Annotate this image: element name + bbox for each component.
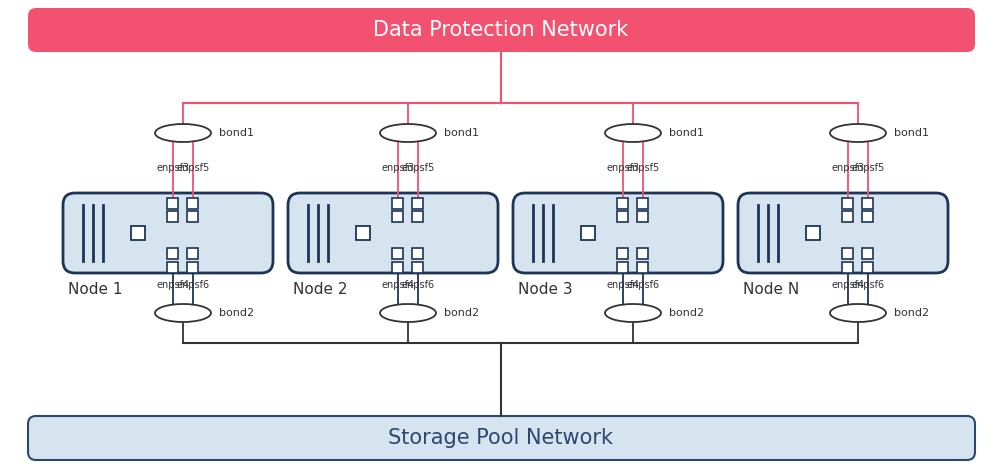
- Bar: [167, 247, 178, 259]
- Bar: [617, 262, 628, 272]
- Text: enpsf3: enpsf3: [831, 163, 864, 173]
- Bar: [862, 198, 873, 209]
- Bar: [806, 226, 820, 240]
- Bar: [842, 262, 853, 272]
- Bar: [637, 198, 648, 209]
- Ellipse shape: [830, 124, 885, 142]
- Text: enpsf5: enpsf5: [626, 163, 659, 173]
- Text: bond2: bond2: [668, 308, 703, 318]
- Bar: [392, 262, 403, 272]
- Bar: [637, 211, 648, 222]
- Bar: [187, 211, 198, 222]
- Bar: [356, 226, 370, 240]
- Text: Node 1: Node 1: [68, 281, 122, 297]
- Bar: [412, 262, 423, 272]
- Bar: [187, 198, 198, 209]
- Ellipse shape: [380, 124, 436, 142]
- Bar: [412, 247, 423, 259]
- Bar: [617, 198, 628, 209]
- Text: enpsf6: enpsf6: [401, 280, 434, 290]
- Text: enpsf4: enpsf4: [831, 280, 864, 290]
- Text: Data Protection Network: Data Protection Network: [373, 20, 628, 40]
- Ellipse shape: [604, 124, 660, 142]
- Bar: [842, 198, 853, 209]
- Text: enpsf4: enpsf4: [381, 280, 414, 290]
- Bar: [842, 211, 853, 222]
- FancyBboxPatch shape: [63, 193, 273, 273]
- Text: bond2: bond2: [893, 308, 928, 318]
- Bar: [617, 211, 628, 222]
- Text: enpsf3: enpsf3: [606, 163, 639, 173]
- Text: Storage Pool Network: Storage Pool Network: [388, 428, 613, 448]
- Bar: [637, 247, 648, 259]
- Text: enpsf3: enpsf3: [381, 163, 414, 173]
- Bar: [862, 247, 873, 259]
- Bar: [637, 262, 648, 272]
- Text: bond1: bond1: [893, 128, 928, 138]
- Text: bond2: bond2: [218, 308, 254, 318]
- Bar: [187, 247, 198, 259]
- Bar: [187, 262, 198, 272]
- Ellipse shape: [380, 304, 436, 322]
- Bar: [167, 211, 178, 222]
- Text: enpsf5: enpsf5: [851, 163, 884, 173]
- Bar: [412, 198, 423, 209]
- Text: enpsf6: enpsf6: [626, 280, 659, 290]
- Bar: [392, 198, 403, 209]
- FancyBboxPatch shape: [512, 193, 722, 273]
- Bar: [392, 211, 403, 222]
- Bar: [392, 247, 403, 259]
- Text: bond1: bond1: [668, 128, 703, 138]
- Text: Node 3: Node 3: [517, 281, 572, 297]
- Text: enpsf5: enpsf5: [176, 163, 209, 173]
- Text: bond2: bond2: [444, 308, 479, 318]
- Ellipse shape: [604, 304, 660, 322]
- Bar: [862, 262, 873, 272]
- Ellipse shape: [155, 124, 210, 142]
- Bar: [617, 247, 628, 259]
- Bar: [580, 226, 594, 240]
- FancyBboxPatch shape: [288, 193, 498, 273]
- Ellipse shape: [155, 304, 210, 322]
- Text: enpsf5: enpsf5: [401, 163, 434, 173]
- Bar: [412, 211, 423, 222]
- Text: enpsf3: enpsf3: [156, 163, 189, 173]
- Bar: [842, 247, 853, 259]
- Text: enpsf4: enpsf4: [156, 280, 189, 290]
- Text: enpsf6: enpsf6: [176, 280, 209, 290]
- FancyBboxPatch shape: [28, 416, 974, 460]
- Ellipse shape: [830, 304, 885, 322]
- Bar: [131, 226, 145, 240]
- Text: bond1: bond1: [218, 128, 254, 138]
- FancyBboxPatch shape: [28, 8, 974, 52]
- Bar: [862, 211, 873, 222]
- Text: Node N: Node N: [742, 281, 799, 297]
- Bar: [167, 262, 178, 272]
- Text: bond1: bond1: [444, 128, 479, 138]
- Text: Node 2: Node 2: [293, 281, 347, 297]
- FancyBboxPatch shape: [737, 193, 947, 273]
- Text: enpsf4: enpsf4: [606, 280, 639, 290]
- Text: enpsf6: enpsf6: [851, 280, 884, 290]
- Bar: [167, 198, 178, 209]
